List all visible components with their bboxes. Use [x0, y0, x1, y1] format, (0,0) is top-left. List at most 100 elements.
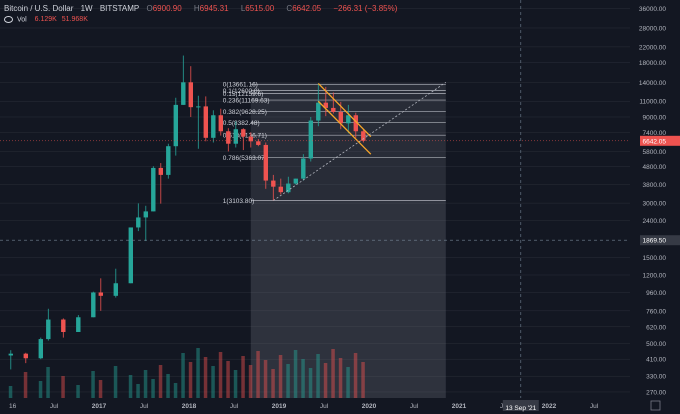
fib-level-label: 0.1(12600.0): [223, 88, 260, 95]
fib-level-label: 0.236(11169.63): [223, 98, 270, 105]
fib-level-label: 0.786(5363.07): [223, 155, 267, 162]
volume-bar: [188, 362, 193, 398]
candles: [8, 55, 366, 370]
candle-body: [308, 120, 313, 159]
volume-bar: [166, 374, 170, 398]
time-tick-label: 2018: [182, 403, 197, 410]
time-tick-label: Jul: [410, 403, 419, 410]
candle-body: [143, 211, 148, 218]
candle-body: [173, 104, 178, 147]
fib-level-label: 0.5(8382.48): [223, 120, 260, 127]
fib-level-label: 0.382(9628.25): [223, 109, 267, 116]
ohlc-values: O6900.90: [146, 4, 182, 13]
trend-line[interactable]: [273, 81, 447, 201]
candle-body: [248, 136, 253, 142]
volume-bar: [173, 383, 178, 398]
candle-body: [211, 115, 216, 138]
volume-value: 6.129K: [34, 16, 57, 24]
time-tick-label: Jul: [230, 403, 239, 410]
candle-body: [241, 129, 246, 137]
candle-body: [128, 227, 133, 284]
volume-bar: [38, 381, 43, 398]
volume-bar: [256, 351, 260, 398]
price-tick-label: 28000.00: [639, 25, 666, 32]
price-tick-label: 7400.00: [643, 130, 667, 137]
price-tick-label: 620.00: [646, 324, 666, 331]
candle-body: [136, 217, 141, 228]
volume-bar: [278, 355, 283, 398]
volume-bar: [293, 350, 298, 398]
time-tick-label: 2020: [362, 403, 377, 410]
current-price-label: 6642.05: [643, 138, 667, 145]
price-tick-label: 22000.00: [639, 44, 666, 51]
candle-body: [301, 158, 306, 179]
settings-gear-icon[interactable]: [650, 400, 661, 411]
candle-body: [353, 115, 358, 132]
volume-bars: [8, 348, 365, 398]
channel-upper-line[interactable]: [317, 82, 372, 138]
open-value: 6900.90: [152, 4, 182, 13]
volume-bar: [323, 363, 328, 398]
time-tick-label: 2022: [542, 403, 557, 410]
candle-body: [271, 180, 276, 187]
volume-bar: [151, 379, 155, 398]
price-tick-label: 14000.00: [639, 80, 666, 87]
fib-level-label: 0(13661.16): [223, 82, 258, 89]
candle-body: [316, 102, 321, 121]
price-tick-label: 500.00: [646, 341, 666, 348]
volume-bar: [143, 370, 148, 398]
candle-body: [91, 292, 96, 318]
price-tick-label: 11000.00: [639, 99, 666, 106]
price-tick-label: 760.00: [646, 308, 666, 315]
volume-bar: [76, 385, 80, 398]
volume-bar: [361, 362, 365, 398]
price-tick-label: 4800.00: [643, 164, 667, 171]
volume-bar: [23, 372, 28, 398]
fibonacci-retracement[interactable]: 0(13661.16)0.1(12600.0)0.15(12159.6)0.23…: [223, 82, 446, 398]
drawings[interactable]: [273, 81, 447, 201]
candle-body: [8, 353, 13, 356]
candle-body: [263, 144, 268, 181]
time-axis[interactable]: 16 Jul 2017 Jul 2018 Jul 2019 Jul 2020 Jul 2021 Jul…: [0, 398, 680, 414]
candle-body: [226, 131, 231, 144]
candle-body: [98, 292, 103, 296]
fib-level-label: 0.15(12159.6): [223, 91, 263, 98]
close-value: 6642.05: [292, 4, 322, 13]
time-tick-label: 2021: [452, 403, 467, 410]
crosshair-price-badge: [640, 235, 680, 246]
candle-body: [293, 178, 298, 184]
volume-bar: [61, 376, 65, 398]
volume-bar: [271, 369, 275, 398]
volume-bar: [226, 361, 230, 398]
price-tick-label: 3000.00: [643, 201, 667, 208]
candle-body: [256, 141, 261, 145]
interval-label[interactable]: 1W: [80, 4, 93, 13]
fib-zone: [250, 84, 446, 201]
crosshair-date-label: 13 Sep '21: [505, 405, 536, 412]
candle-body: [181, 82, 186, 105]
price-tick-label: 1500.00: [643, 255, 667, 262]
eye-icon[interactable]: [4, 16, 13, 23]
time-tick-label: Jul: [50, 403, 59, 410]
symbol-name[interactable]: Bitcoin / U.S. Dollar: [4, 4, 74, 13]
candle-body: [38, 339, 43, 359]
candle-body: [218, 115, 223, 132]
candle-body: [278, 186, 283, 193]
volume-bar: [8, 386, 13, 398]
volume-bar: [346, 367, 350, 398]
volume-bar: [46, 367, 50, 398]
crosshair: [0, 0, 630, 398]
candle-body: [203, 106, 208, 138]
volume-bar: [316, 354, 320, 398]
candle-body: [331, 107, 336, 112]
volume-bar: [301, 359, 305, 398]
channel-lower-line[interactable]: [317, 100, 372, 155]
price-tick-label: 9000.00: [643, 114, 667, 121]
crosshair-price-label: 1869.50: [643, 238, 667, 245]
candle-body: [113, 283, 118, 296]
time-tick-label: 16: [9, 403, 17, 410]
